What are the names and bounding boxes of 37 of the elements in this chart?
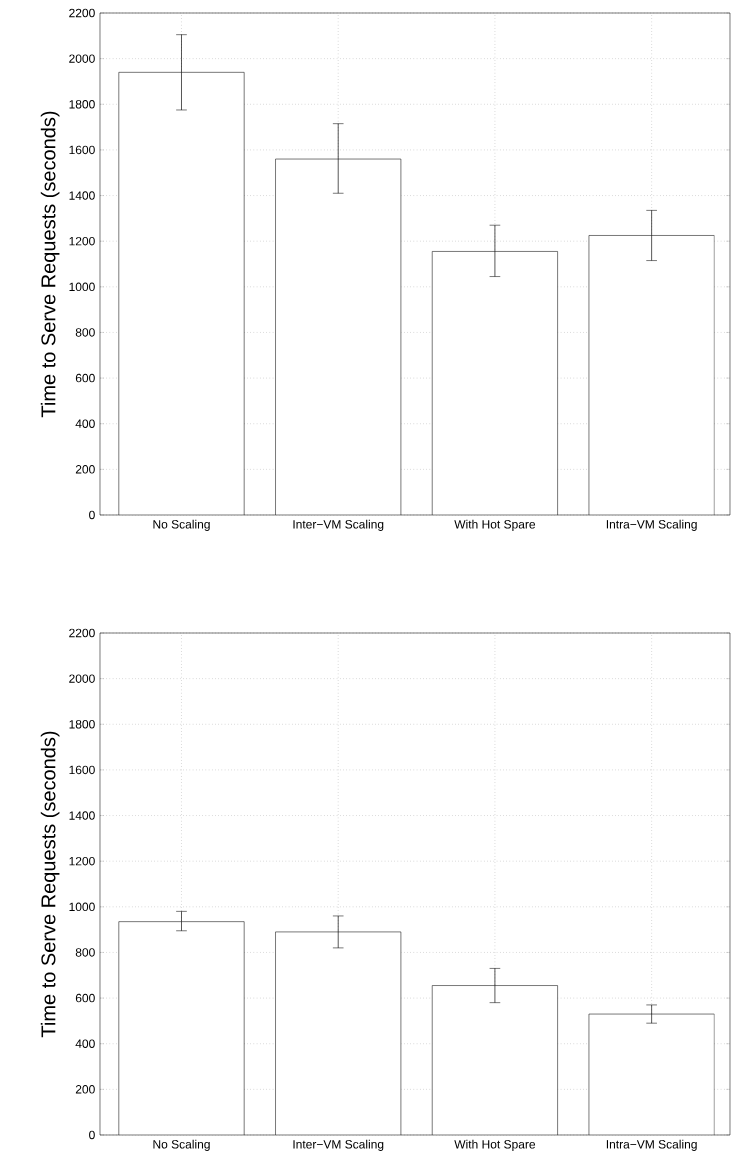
bar [275, 158, 402, 515]
y-tick-label: 200 [75, 465, 95, 474]
y-tick-label: 200 [75, 1085, 95, 1094]
y-tick-label: 1800 [69, 720, 95, 729]
y-tick-label: 0 [89, 510, 95, 520]
y-tick-label: 2200 [69, 628, 95, 638]
y-tick-label: 600 [75, 373, 95, 383]
y-tick-label: 400 [75, 1039, 95, 1048]
y-tick-label: 800 [75, 948, 95, 957]
y-tick-label: 600 [75, 993, 95, 1003]
bar [431, 251, 558, 515]
x-tick-label: Intra−VM Scaling [606, 1139, 697, 1151]
y-tick-label: 1600 [69, 145, 95, 155]
y-tick-label: 2200 [69, 8, 95, 18]
y-tick-label: 1200 [69, 236, 95, 246]
x-tick-label: No Scaling [153, 1139, 210, 1151]
y-axis-title: Time to Serve Requests (seconds) [40, 111, 60, 418]
y-tick-label: 1400 [69, 811, 95, 820]
y-tick-label: 1800 [69, 100, 95, 109]
x-tick-label: Inter−VM Scaling [293, 1139, 384, 1151]
x-tick-label: With Hot Spare [454, 1139, 536, 1151]
y-tick-label: 2000 [69, 674, 95, 683]
y-axis-title: Time to Serve Requests (seconds) [40, 731, 60, 1038]
x-tick-label: With Hot Spare [454, 519, 536, 531]
x-tick-label: Intra−VM Scaling [606, 519, 697, 531]
y-tick-label: 1000 [69, 282, 95, 292]
bar [588, 235, 715, 515]
y-tick-label: 1000 [69, 902, 95, 912]
y-tick-label: 1600 [69, 765, 95, 775]
y-tick-label: 1400 [69, 191, 95, 200]
y-tick-label: 800 [75, 328, 95, 337]
x-tick-label: No Scaling [153, 519, 210, 531]
y-tick-label: 1200 [69, 856, 95, 866]
y-tick-label: 0 [89, 1130, 95, 1140]
y-tick-label: 2000 [69, 54, 95, 63]
x-tick-label: Inter−VM Scaling [293, 519, 384, 531]
y-tick-label: 400 [75, 419, 95, 428]
